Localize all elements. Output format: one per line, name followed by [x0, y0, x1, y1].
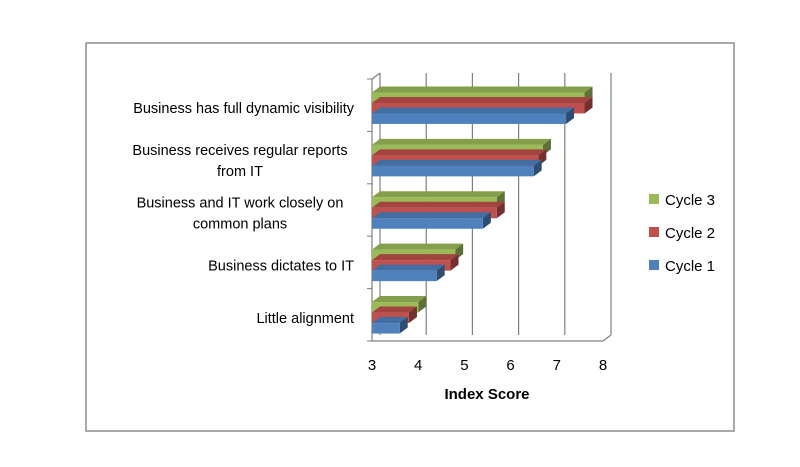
bar — [372, 159, 542, 177]
legend-label: Cycle 2 — [665, 225, 715, 242]
x-tick-label: 7 — [553, 357, 561, 374]
category-label-line: common plans — [193, 217, 287, 233]
bar-top-face — [372, 96, 593, 103]
bar-top-face — [372, 107, 575, 114]
bar-top-face — [372, 201, 505, 208]
bar-front-face — [372, 165, 534, 177]
legend-swatch — [649, 227, 659, 237]
bar-top-face — [372, 212, 491, 219]
legend-item: Cycle 2 — [649, 225, 715, 242]
legend: Cycle 3 Cycle 2 Cycle 1 — [649, 192, 715, 275]
bar — [372, 264, 445, 282]
category-label-line: from IT — [217, 164, 263, 180]
category-label-line: Business receives regular reports — [132, 143, 347, 159]
bar-top-face — [372, 191, 505, 198]
bar-end-face — [482, 212, 491, 229]
legend-label: Cycle 3 — [665, 192, 715, 209]
bar-top-face — [372, 306, 417, 313]
x-axis-title: Index Score — [444, 386, 529, 403]
legend-item: Cycle 1 — [649, 258, 715, 275]
legend-swatch — [649, 194, 659, 204]
legend-item: Cycle 3 — [649, 192, 715, 209]
bar-top-face — [372, 254, 459, 261]
bar — [372, 107, 575, 124]
bar-front-face — [372, 113, 567, 124]
x-axis-ticks: 3 4 5 6 7 8 — [368, 357, 607, 374]
bar-top-face — [372, 149, 547, 156]
bar-front-face — [372, 218, 483, 229]
bar-top-face — [372, 159, 542, 166]
category-label: Little alignment — [256, 311, 354, 327]
bars — [372, 86, 593, 334]
category-labels: Little alignment Business dictates to IT B… — [132, 101, 354, 327]
y-axis-depth-line — [371, 72, 381, 80]
bar — [372, 212, 491, 229]
category-label: Business receives regular reports from IT — [132, 143, 347, 180]
bar-top-face — [372, 243, 464, 250]
x-tick-label: 8 — [599, 357, 607, 374]
legend-swatch — [649, 260, 659, 270]
bar-end-face — [450, 254, 459, 271]
bar-end-face — [418, 296, 427, 313]
bar-front-face — [372, 323, 400, 334]
bar-end-face — [584, 96, 593, 114]
bar-end-face — [408, 306, 417, 324]
bar-end-face — [399, 317, 408, 334]
category-label: Business has full dynamic visibility — [133, 101, 355, 117]
bar-top-face — [372, 138, 551, 145]
x-tick-label: 3 — [368, 357, 376, 374]
bar-end-face — [566, 107, 575, 124]
x-axis-depth-line — [602, 334, 612, 342]
x-tick-label: 5 — [460, 357, 468, 374]
bar-end-face — [436, 264, 445, 282]
bar-top-face — [372, 264, 445, 271]
bar-top-face — [372, 86, 593, 93]
bar-end-face — [533, 159, 542, 177]
bar-top-face — [372, 317, 408, 324]
category-label-line: Business and IT work closely on — [137, 196, 344, 212]
bar — [372, 317, 408, 334]
bar-end-face — [496, 201, 505, 219]
category-label: Business and IT work closely on common pl… — [137, 196, 344, 233]
bar-front-face — [372, 270, 437, 282]
category-label: Business dictates to IT — [208, 258, 354, 274]
bar-top-face — [372, 296, 427, 303]
x-tick-label: 6 — [506, 357, 514, 374]
legend-label: Cycle 1 — [665, 258, 715, 275]
x-tick-label: 4 — [414, 357, 422, 374]
